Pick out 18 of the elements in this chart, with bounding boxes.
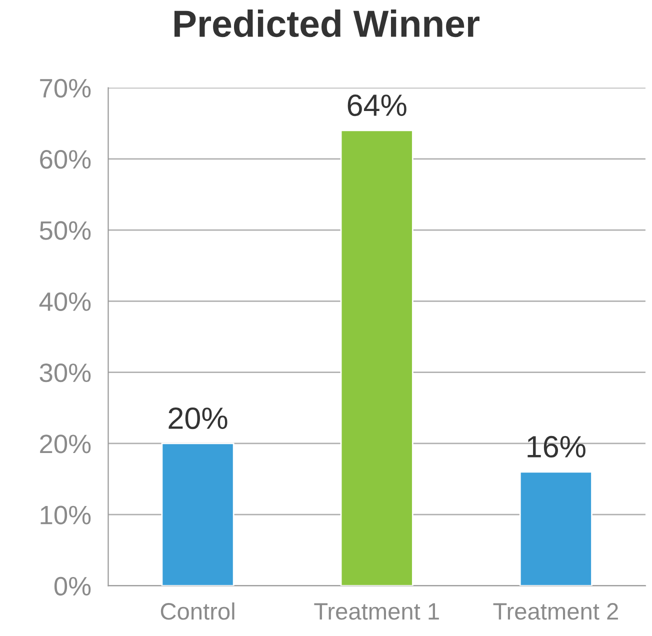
y-tick-label: 70% <box>40 78 91 98</box>
y-tick-label: 20% <box>40 434 91 454</box>
y-tick-label: 60% <box>40 150 91 169</box>
x-tick-label: Treatment 1 <box>314 603 439 620</box>
y-tick-label: 0% <box>54 576 91 596</box>
data-label: 20% <box>168 407 228 430</box>
bar <box>519 471 592 586</box>
bar <box>340 130 414 586</box>
x-tick-label: Treatment 2 <box>493 603 618 620</box>
data-label: 16% <box>528 436 586 458</box>
y-tick-label: 10% <box>40 506 91 524</box>
bar <box>161 442 234 586</box>
y-tick-label: 50% <box>40 221 91 240</box>
y-tick-label: 30% <box>40 363 91 382</box>
y-tick-label: 40% <box>39 292 91 312</box>
x-tick-label: Control <box>160 602 234 620</box>
data-label: 64% <box>348 94 406 116</box>
chart-title: Predicted Winner <box>174 10 480 38</box>
